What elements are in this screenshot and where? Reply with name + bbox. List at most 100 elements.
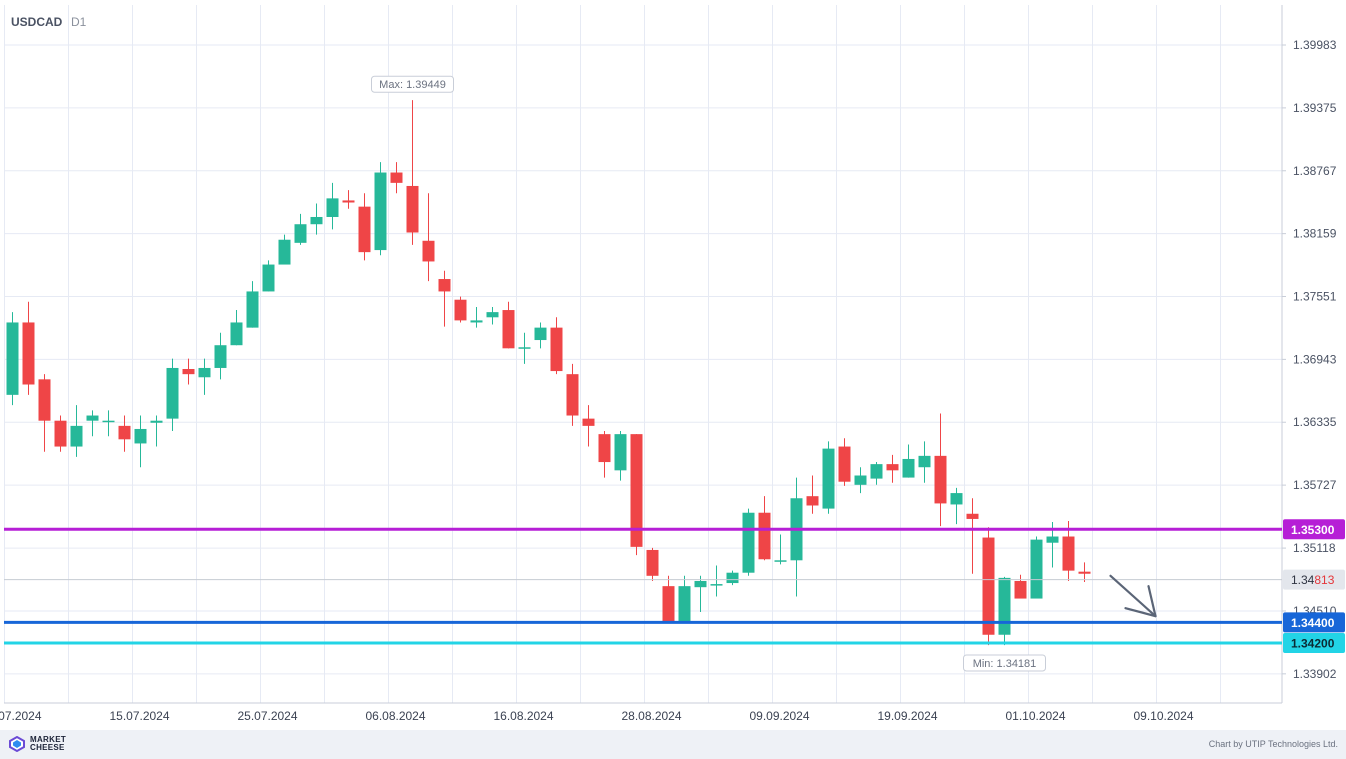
candle-body xyxy=(854,475,867,485)
candle-body xyxy=(806,496,819,506)
candle-body xyxy=(230,322,243,346)
max-annotation-box xyxy=(371,75,454,93)
bullish-candle xyxy=(822,441,835,514)
candle-body xyxy=(214,345,227,368)
bearish-candle xyxy=(38,374,51,452)
bullish-candle xyxy=(918,441,931,483)
candle-body xyxy=(438,279,451,292)
forecast-arrow-head xyxy=(1124,585,1157,618)
min-annotation-label: Min: 1.34181 xyxy=(973,658,1037,670)
bearish-candle xyxy=(966,498,979,574)
bullish-candle xyxy=(518,332,531,364)
bearish-candle xyxy=(566,363,579,426)
bullish-candle xyxy=(854,467,867,494)
bearish-candle xyxy=(630,434,643,556)
cheese-logo-icon xyxy=(9,736,25,752)
candle-body xyxy=(614,434,627,471)
x-tick-label: 19.09.2024 xyxy=(877,709,937,723)
footer-bar: MARKET CHEESE Chart by UTIP Technologies… xyxy=(0,730,1346,759)
candle-body xyxy=(134,428,147,444)
bullish-candle xyxy=(998,576,1011,646)
bullish-candle xyxy=(742,508,755,576)
bearish-candle xyxy=(54,415,67,452)
candle-body xyxy=(822,448,835,509)
x-tick-label: 01.10.2024 xyxy=(1005,709,1065,723)
candle-body xyxy=(982,537,995,635)
candle-body xyxy=(902,458,915,478)
candle-body xyxy=(262,264,275,292)
chart-credit: Chart by UTIP Technologies Ltd. xyxy=(1208,739,1338,749)
bearish-candle xyxy=(22,301,35,395)
candle-body xyxy=(278,239,291,265)
bullish-candle xyxy=(1030,536,1043,599)
timeframe-label: D1 xyxy=(71,15,87,29)
candle-body xyxy=(38,379,51,421)
bullish-candle xyxy=(678,575,691,623)
current-price-prefix: 1.34 xyxy=(1291,573,1315,587)
bullish-candle xyxy=(486,306,499,325)
bullish-candle xyxy=(614,431,627,481)
candle-body xyxy=(310,216,323,225)
bearish-candle xyxy=(454,296,467,323)
candle-body xyxy=(646,549,659,576)
chart-canvas[interactable]: 1.39983 1.39375 1.38767 1.38159 1.37551 1.369… xyxy=(0,0,1346,730)
plot-area xyxy=(4,5,1282,703)
bullish-candle xyxy=(310,203,323,235)
y-tick-label: 1.39983 xyxy=(1293,38,1337,52)
candle-body xyxy=(678,586,691,623)
bearish-candle xyxy=(662,575,675,623)
candle-body xyxy=(934,455,947,504)
bullish-candle xyxy=(70,405,83,457)
candle-body xyxy=(198,367,211,378)
bullish-candle xyxy=(726,570,739,586)
bearish-candle xyxy=(550,317,563,375)
current-price-tag xyxy=(1283,569,1345,590)
candle-body xyxy=(758,512,771,560)
bearish-candle xyxy=(886,454,899,483)
bearish-candle xyxy=(342,190,355,209)
bullish-candle xyxy=(710,565,723,597)
candle-body xyxy=(566,374,579,416)
y-tick-label: 1.35727 xyxy=(1293,478,1337,492)
brand-line-1: MARKET xyxy=(30,735,67,744)
x-tick-label: 09.10.2024 xyxy=(1133,709,1193,723)
resistance-level-tag xyxy=(1283,519,1345,540)
min-annotation-box xyxy=(963,654,1046,672)
bearish-candle xyxy=(1014,574,1027,599)
bearish-candle xyxy=(390,162,403,194)
support-2-level-label: 1.34200 xyxy=(1291,637,1335,651)
bullish-candle xyxy=(870,462,883,485)
candle-body xyxy=(166,367,179,419)
candle-body xyxy=(502,310,515,349)
candle-body xyxy=(422,240,435,262)
candle-body xyxy=(886,464,899,471)
y-tick-label: 1.38767 xyxy=(1293,164,1337,178)
candle-body xyxy=(950,493,963,505)
candle-body xyxy=(406,185,419,233)
candle-body xyxy=(662,586,675,623)
bullish-candle xyxy=(230,310,243,346)
x-tick-label: 16.08.2024 xyxy=(493,709,553,723)
bearish-candle xyxy=(934,413,947,527)
x-tick-label: 15.07.2024 xyxy=(109,709,169,723)
candle-body xyxy=(22,322,35,385)
bullish-candle xyxy=(214,332,227,380)
bearish-candle xyxy=(406,100,419,245)
candle-body xyxy=(6,322,19,395)
bullish-candle xyxy=(134,415,147,468)
market-cheese-logo: MARKET CHEESE xyxy=(8,736,66,752)
x-tick-label: 09.09.2024 xyxy=(749,709,809,723)
candle-body xyxy=(518,347,531,349)
x-tick-label: 28.08.2024 xyxy=(621,709,681,723)
bearish-candle xyxy=(806,475,819,514)
candle-body xyxy=(182,368,195,375)
max-annotation-label: Max: 1.39449 xyxy=(379,79,446,91)
resistance-level-label: 1.35300 xyxy=(1291,523,1335,537)
y-tick-label: 1.36335 xyxy=(1293,415,1337,429)
candle-body xyxy=(1078,571,1091,574)
candle-body xyxy=(470,320,483,323)
candle-body xyxy=(86,415,99,421)
bullish-candle xyxy=(6,312,19,406)
candle-body xyxy=(534,327,547,341)
